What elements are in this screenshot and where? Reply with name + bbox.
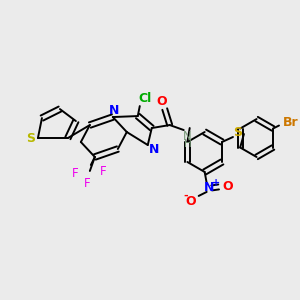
- Text: N: N: [183, 130, 192, 142]
- Text: S: S: [26, 131, 35, 145]
- Text: O: O: [156, 94, 167, 108]
- Text: H: H: [184, 139, 192, 149]
- Text: F: F: [72, 167, 78, 181]
- Text: F: F: [100, 166, 106, 178]
- Text: F: F: [83, 177, 90, 190]
- Text: Cl: Cl: [138, 92, 152, 105]
- Text: N: N: [148, 143, 159, 157]
- Text: O: O: [222, 180, 233, 194]
- Text: +: +: [212, 178, 220, 188]
- Text: O: O: [185, 195, 196, 208]
- Text: N: N: [203, 182, 214, 194]
- Text: -: -: [183, 191, 188, 201]
- Text: S: S: [233, 125, 242, 139]
- Text: Br: Br: [283, 116, 299, 129]
- Text: N: N: [109, 103, 119, 117]
